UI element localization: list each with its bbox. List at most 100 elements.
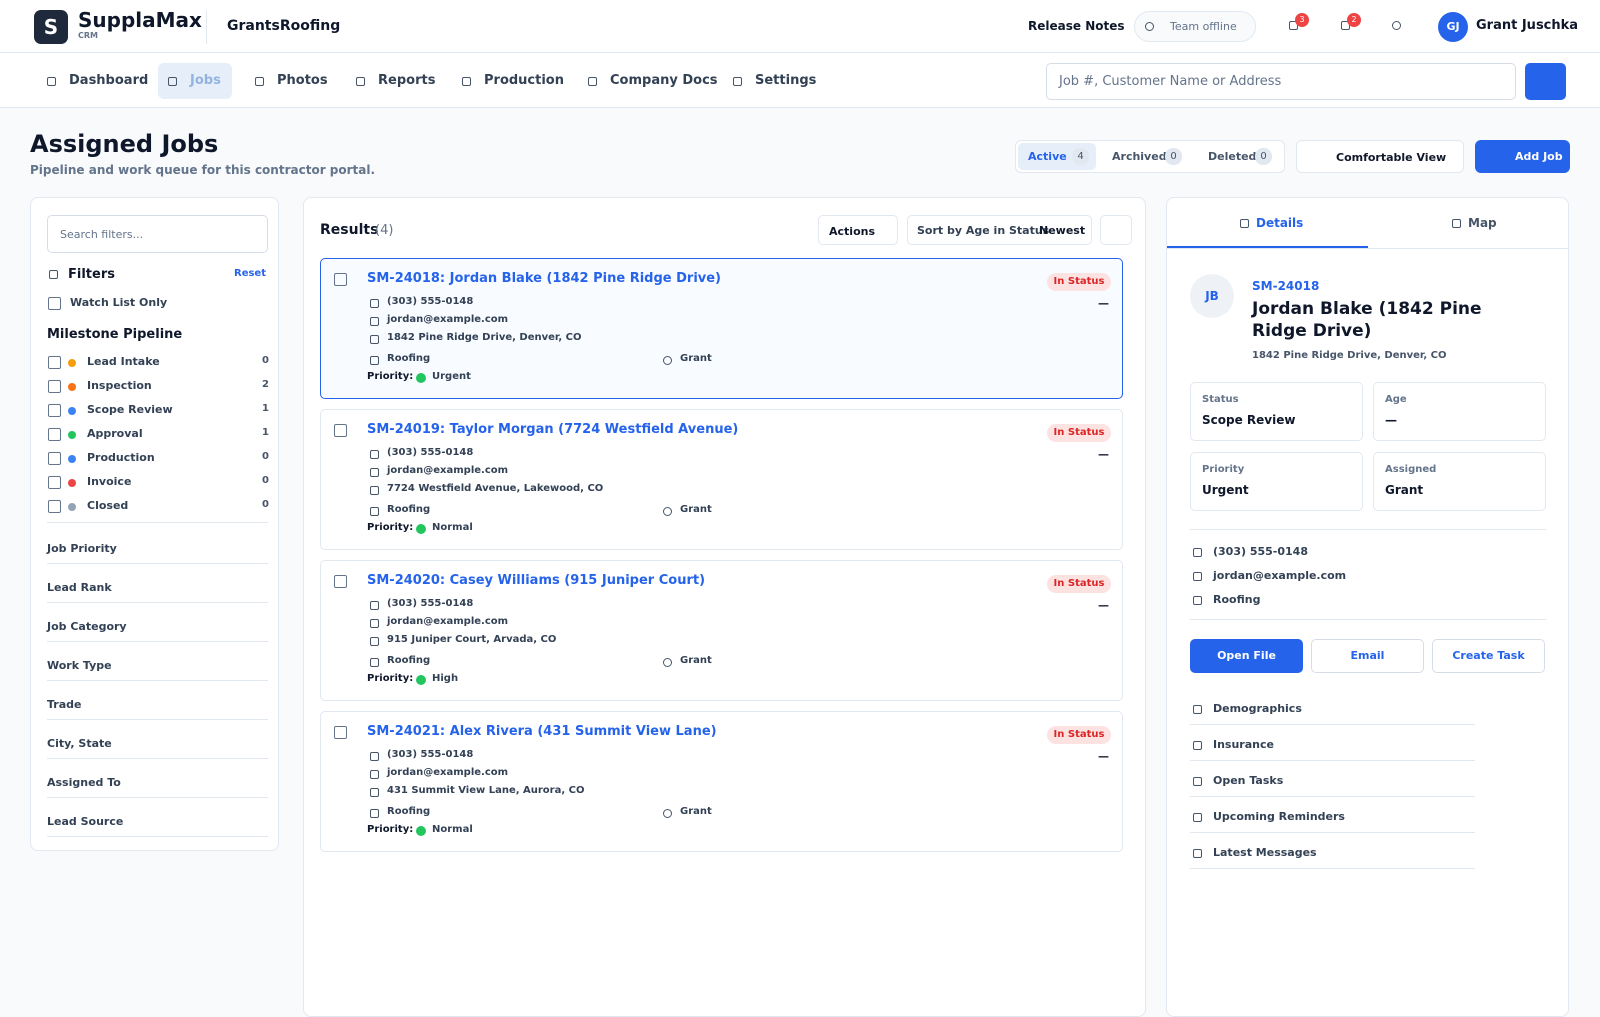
brand[interactable]: SupplaMax	[78, 8, 202, 32]
filter-section[interactable]: Lead Rank	[47, 581, 112, 594]
job-card[interactable]	[320, 258, 1123, 399]
add-job-button[interactable]: Add Job	[1475, 140, 1570, 173]
job-card[interactable]	[320, 711, 1123, 852]
details-tab[interactable]: Map	[1468, 216, 1497, 230]
checkbox[interactable]	[334, 726, 347, 739]
milestone-title[interactable]: Milestone Pipeline	[47, 327, 183, 342]
icon	[462, 77, 471, 86]
job-title[interactable]: SM-24019: Taylor Morgan (7724 Westfield …	[367, 422, 739, 437]
status-tab[interactable]: Deleted	[1208, 150, 1257, 163]
tab-underline	[1167, 246, 1368, 248]
status-tab[interactable]: Active	[1028, 150, 1067, 163]
job-category: Roofing	[387, 504, 431, 515]
nav-item[interactable]: Photos	[277, 73, 328, 88]
divider	[1190, 796, 1475, 797]
grid-button[interactable]	[1525, 63, 1566, 100]
filter-search[interactable]: Search filters...	[47, 215, 268, 253]
action-button[interactable]: Email	[1311, 639, 1424, 673]
status-pill: In Status	[1047, 424, 1111, 442]
job-card[interactable]	[320, 560, 1123, 701]
icon	[168, 77, 177, 86]
icon	[588, 77, 597, 86]
milestone-count: 0	[262, 451, 269, 462]
detail-link[interactable]: Open Tasks	[1213, 774, 1284, 787]
detail-link[interactable]: Upcoming Reminders	[1213, 810, 1345, 823]
milestone-label[interactable]: Inspection	[87, 379, 152, 392]
milestone-label[interactable]: Closed	[87, 499, 129, 512]
icon	[370, 356, 379, 365]
alerts-badge[interactable]: 3	[1295, 13, 1309, 27]
checkbox[interactable]	[48, 380, 61, 393]
team-status[interactable]: Team offline	[1134, 11, 1256, 42]
nav-item[interactable]: Production	[484, 73, 564, 88]
icon	[663, 809, 672, 818]
status-tab[interactable]: Archived	[1112, 150, 1167, 163]
milestone-dot	[68, 383, 76, 391]
filter-section[interactable]: Job Category	[47, 620, 127, 633]
filter-section[interactable]: Work Type	[47, 659, 112, 672]
checkbox[interactable]	[48, 500, 61, 513]
action-button[interactable]: Open File	[1190, 639, 1303, 673]
checkbox[interactable]	[48, 452, 61, 465]
user-avatar[interactable]: GJ	[1438, 12, 1468, 42]
field-value: Scope Review	[1202, 413, 1296, 427]
release-notes[interactable]: Release Notes	[1028, 19, 1125, 33]
filter-section[interactable]: City, State	[47, 737, 112, 750]
nav-item[interactable]: Reports	[378, 73, 436, 88]
milestone-label[interactable]: Lead Intake	[87, 355, 160, 368]
filters-reset[interactable]: Reset	[234, 268, 266, 279]
checkbox[interactable]	[48, 476, 61, 489]
details-tab[interactable]: Details	[1256, 216, 1304, 230]
job-title[interactable]: SM-24018: Jordan Blake (1842 Pine Ridge …	[367, 271, 722, 286]
icon	[733, 77, 742, 86]
checkbox[interactable]	[334, 424, 347, 437]
job-title[interactable]: SM-24021: Alex Rivera (431 Summit View L…	[367, 724, 717, 739]
checkbox[interactable]	[48, 297, 61, 310]
job-search[interactable]: Job #, Customer Name or Address	[1046, 63, 1516, 100]
job-email: jordan@example.com	[387, 465, 509, 476]
icon	[370, 335, 379, 344]
list-view-button[interactable]	[1100, 215, 1132, 245]
checkbox[interactable]	[48, 428, 61, 441]
milestone-count: 1	[262, 427, 269, 438]
icon	[356, 77, 365, 86]
nav-item[interactable]: Settings	[755, 73, 817, 88]
checkbox[interactable]	[48, 356, 61, 369]
milestone-label[interactable]: Approval	[87, 427, 143, 440]
milestone-label[interactable]: Scope Review	[87, 403, 173, 416]
nav-item[interactable]: Dashboard	[69, 73, 149, 88]
milestone-label[interactable]: Invoice	[87, 475, 132, 488]
nav-item[interactable]: Company Docs	[610, 73, 718, 88]
page-subtitle: Pipeline and work queue for this contrac…	[30, 163, 376, 177]
logo[interactable]: S	[34, 10, 68, 44]
checkbox[interactable]	[334, 575, 347, 588]
detail-link[interactable]: Latest Messages	[1213, 846, 1317, 859]
job-address: 7724 Westfield Avenue, Lakewood, CO	[387, 483, 604, 494]
watch-list[interactable]: Watch List Only	[70, 296, 168, 309]
milestone-dot	[68, 407, 76, 415]
milestone-label[interactable]: Production	[87, 451, 155, 464]
user-name[interactable]: Grant Juschka	[1476, 18, 1579, 33]
filter-section[interactable]: Assigned To	[47, 776, 121, 789]
job-phone: (303) 555-0148	[387, 447, 474, 458]
checkbox[interactable]	[334, 273, 347, 286]
filter-section[interactable]: Lead Source	[47, 815, 124, 828]
milestone-count: 1	[262, 403, 269, 414]
results-count: (4)	[375, 223, 394, 238]
detail-link[interactable]: Insurance	[1213, 738, 1274, 751]
job-assignee: Grant	[680, 353, 712, 364]
action-button[interactable]: Create Task	[1432, 639, 1545, 673]
actions-button[interactable]: Actions	[818, 215, 898, 245]
nav-item[interactable]: Jobs	[190, 73, 221, 88]
checkbox[interactable]	[48, 404, 61, 417]
field-box	[1373, 382, 1546, 441]
view-select[interactable]: Comfortable View	[1296, 140, 1464, 173]
job-card[interactable]	[320, 409, 1123, 550]
filter-section[interactable]: Trade	[47, 698, 82, 711]
job-title[interactable]: SM-24020: Casey Williams (915 Juniper Co…	[367, 573, 706, 588]
sort-button[interactable]	[907, 215, 1092, 245]
filter-section[interactable]: Job Priority	[47, 542, 117, 555]
messages-badge[interactable]: 2	[1347, 13, 1361, 27]
detail-link[interactable]: Demographics	[1213, 702, 1302, 715]
divider	[1190, 832, 1475, 833]
